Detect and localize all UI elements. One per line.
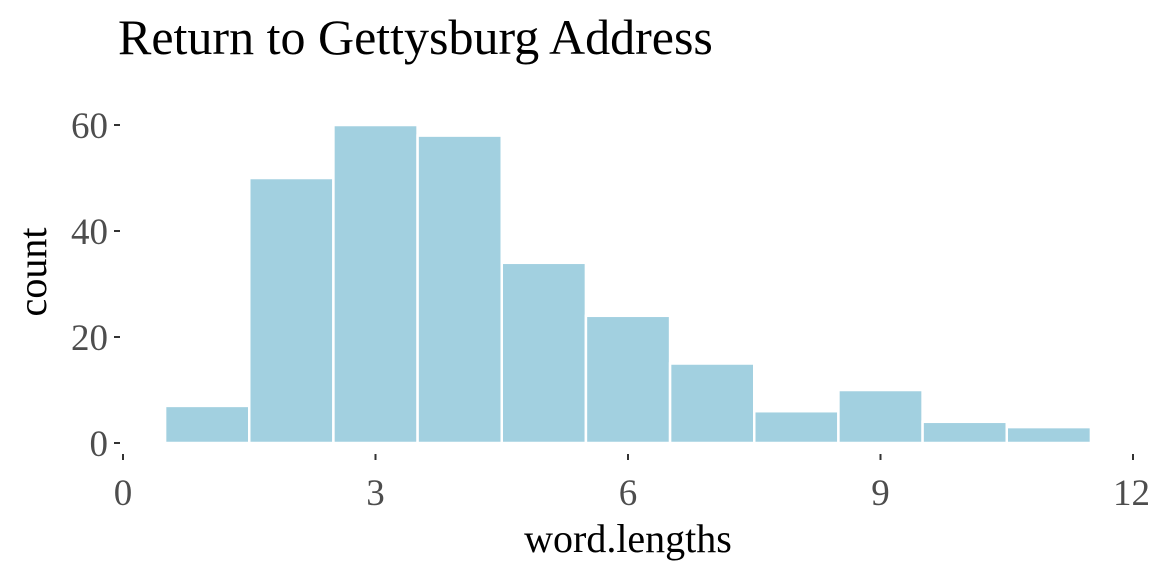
- histogram-bar-3: [332, 123, 419, 445]
- x-tick-label: 0: [114, 473, 133, 514]
- x-tick-label: 6: [619, 473, 638, 514]
- histogram-bar-8: [753, 409, 840, 445]
- histogram-bar-11: [1005, 425, 1093, 445]
- histogram-bar-5: [500, 261, 588, 445]
- histogram-bar-10: [921, 420, 1008, 445]
- x-tick-label: 9: [871, 473, 890, 514]
- x-tick-label: 12: [1113, 473, 1150, 514]
- histogram-bar-1: [163, 404, 251, 445]
- y-axis-title: count: [10, 228, 55, 317]
- histogram-bar-7: [668, 362, 756, 445]
- histogram-bar-6: [584, 314, 672, 445]
- y-tick-label: 60: [71, 106, 108, 147]
- x-tick-label: 3: [366, 473, 385, 514]
- histogram-bar-9: [837, 388, 924, 445]
- x-axis-title: word.lengths: [524, 516, 732, 561]
- y-tick-label: 20: [71, 318, 108, 359]
- chart-title: Return to Gettysburg Address: [118, 9, 713, 65]
- bars-group: [163, 123, 1093, 445]
- histogram-bar-4: [416, 134, 504, 445]
- y-tick-label: 40: [71, 212, 108, 253]
- histogram-bar-2: [248, 176, 335, 445]
- y-axis: 0 20 40 60: [71, 106, 120, 465]
- x-axis: 0 3 6 9 12: [114, 454, 1150, 514]
- y-tick-label: 0: [90, 424, 109, 465]
